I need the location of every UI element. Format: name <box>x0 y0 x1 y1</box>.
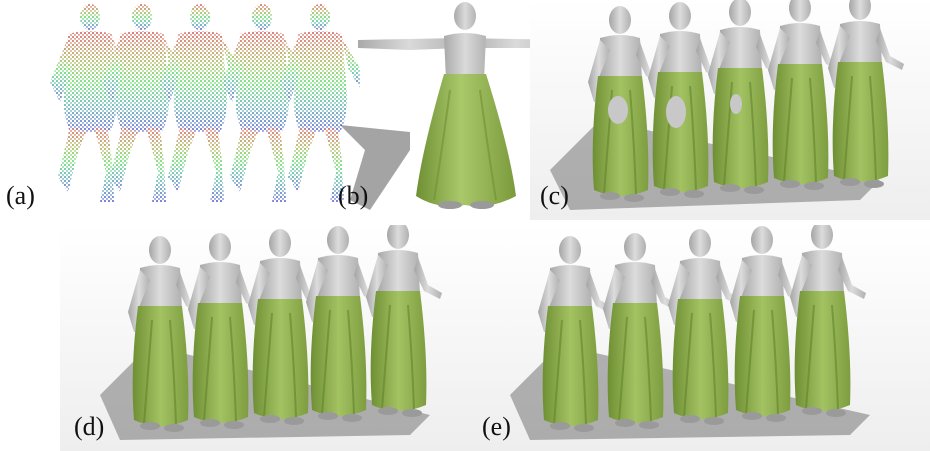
panel-d: (d) <box>60 225 470 451</box>
running-figures-d <box>60 225 470 451</box>
panel-e: (e) <box>470 225 930 451</box>
point-cloud-figure <box>50 4 360 202</box>
panel-label-a: (a) <box>6 181 35 210</box>
running-figures-c <box>530 0 930 220</box>
panel-label-e: (e) <box>482 412 511 441</box>
panel-a: (a) <box>0 0 360 220</box>
panel-label-d: (d) <box>74 412 105 441</box>
panel-c: (c) <box>530 0 930 220</box>
panel-label-b: (b) <box>338 181 369 210</box>
head <box>454 2 476 30</box>
shadow <box>340 125 410 210</box>
panel-b: (b) <box>310 0 550 220</box>
skirt <box>416 74 516 207</box>
t-pose-figure <box>340 2 550 210</box>
running-figures-e <box>470 225 930 451</box>
panel-label-c: (c) <box>540 181 569 210</box>
